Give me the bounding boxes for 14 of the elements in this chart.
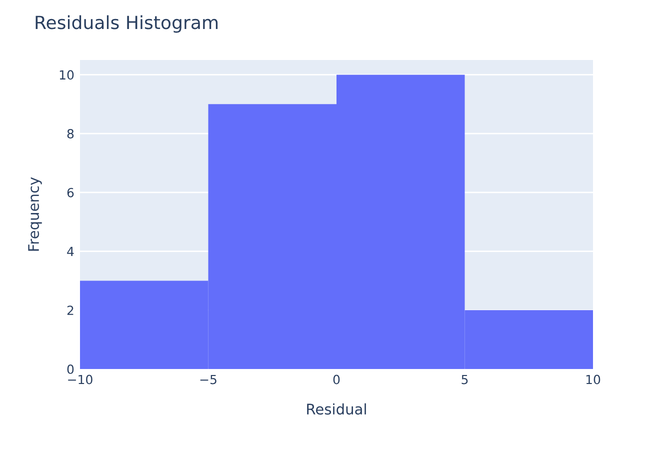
x-tick-label: −5	[200, 374, 216, 384]
x-tick-label: 5	[462, 374, 468, 384]
x-tick-label: 10	[586, 374, 600, 384]
x-tick-label: 0	[333, 374, 340, 384]
y-tick-label: 10	[60, 70, 74, 80]
y-tick-label: 4	[67, 246, 74, 256]
y-tick-label: 0	[67, 364, 74, 374]
y-tick-label: 8	[67, 129, 74, 138]
y-tick-label: 2	[67, 306, 74, 315]
y-tick-label: 6	[67, 188, 74, 198]
chart-title: Residuals Histogram	[36, 15, 218, 33]
x-axis-title: Residual	[307, 403, 366, 415]
y-axis-title: Frequency	[28, 177, 42, 251]
x-tick-label: −10	[68, 374, 92, 384]
